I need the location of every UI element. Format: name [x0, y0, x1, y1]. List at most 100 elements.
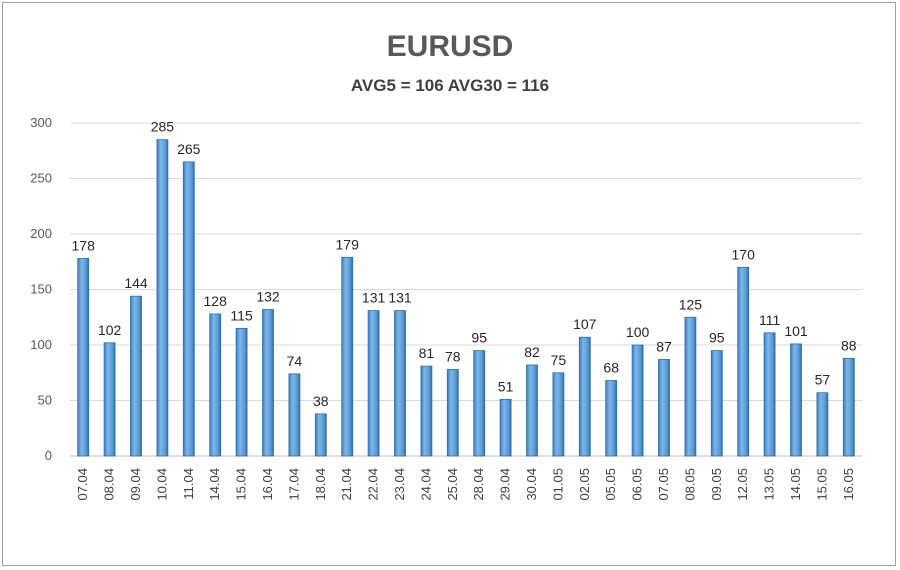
data-label: 38: [313, 393, 329, 409]
y-tick-label: 300: [30, 115, 52, 130]
x-tick-label: 29.04: [498, 468, 513, 501]
bar: [77, 258, 90, 457]
data-label: 78: [445, 348, 461, 364]
bar: [842, 357, 855, 457]
data-label: 100: [626, 324, 650, 340]
bar: [499, 398, 512, 457]
bar: [446, 369, 459, 457]
data-label: 131: [388, 290, 412, 306]
data-label: 111: [759, 312, 780, 328]
data-label: 131: [362, 290, 386, 306]
data-label: 170: [732, 246, 756, 262]
bar: [420, 365, 433, 457]
data-label: 128: [204, 293, 228, 309]
y-tick-label: 0: [45, 448, 52, 463]
x-tick-label: 07.04: [75, 468, 90, 501]
bar: [658, 359, 670, 457]
bar: [156, 139, 169, 457]
bar: [684, 316, 697, 457]
bar: [526, 364, 538, 457]
bar: [209, 313, 222, 457]
bar: [631, 344, 644, 457]
data-label: 102: [98, 322, 122, 338]
bar: [130, 295, 142, 457]
y-tick-label: 50: [38, 393, 52, 408]
data-label: 132: [256, 288, 280, 304]
y-tick-label: 100: [30, 337, 52, 352]
x-tick-label: 09.04: [128, 468, 143, 501]
bar: [763, 332, 776, 457]
y-tick-label: 150: [30, 282, 52, 297]
bar: [235, 327, 248, 457]
data-label: 74: [287, 353, 303, 369]
data-label: 82: [524, 344, 540, 360]
bars: [77, 139, 855, 457]
bar: [710, 350, 723, 457]
x-tick-label: 15.04: [234, 468, 249, 501]
bar: [394, 310, 406, 457]
data-label: 75: [551, 352, 567, 368]
x-tick-label: 07.05: [656, 468, 671, 501]
bar: [552, 372, 565, 457]
data-label: 178: [72, 237, 96, 253]
data-label: 95: [709, 330, 725, 346]
data-label: 115: [230, 307, 253, 323]
x-tick-label: 15.05: [814, 468, 829, 501]
data-label: 125: [679, 296, 703, 312]
x-tick-label: 17.04: [286, 468, 301, 501]
bar: [103, 342, 116, 457]
bar: [790, 343, 802, 457]
data-label: 285: [151, 119, 175, 135]
x-tick-label: 08.04: [102, 468, 117, 501]
x-tick-label: 16.05: [841, 468, 856, 501]
data-label: 51: [498, 378, 514, 394]
data-label: 81: [419, 345, 435, 361]
data-label: 88: [841, 337, 857, 353]
x-tick-label: 30.04: [524, 468, 539, 501]
x-tick-label: 24.04: [418, 468, 433, 501]
x-tick-label: 01.05: [550, 468, 565, 501]
data-label: 95: [471, 330, 487, 346]
x-tick-label: 05.05: [603, 468, 618, 501]
bar: [816, 392, 829, 457]
x-tick-label: 09.05: [709, 468, 724, 501]
data-label: 87: [656, 338, 672, 354]
y-tick-label: 250: [30, 171, 52, 186]
x-tick-label: 02.05: [577, 468, 592, 501]
bar: [341, 256, 354, 457]
x-tick-label: 06.05: [630, 468, 645, 501]
data-label: 144: [124, 275, 148, 291]
x-axis-ticks: 07.04 08.04 09.04 10.04 11.04 14.04 15.04 16.04…: [75, 468, 856, 501]
x-tick-label: 18.04: [313, 468, 328, 501]
x-tick-label: 16.04: [260, 468, 275, 501]
data-label: 101: [784, 323, 808, 339]
gridlines: [70, 122, 862, 457]
x-tick-label: 25.04: [445, 468, 460, 501]
data-label: 68: [603, 360, 619, 376]
data-label: 107: [573, 316, 597, 332]
x-tick-label: 12.05: [735, 468, 750, 501]
chart-title: EURUSD: [386, 30, 514, 63]
x-tick-label: 08.05: [682, 468, 697, 501]
x-tick-label: 11.04: [181, 468, 196, 500]
bar: [367, 310, 380, 457]
bar: [314, 413, 327, 457]
x-tick-label: 28.04: [471, 468, 486, 501]
bar: [737, 266, 750, 457]
data-label: 179: [336, 236, 360, 252]
y-axis-ticks: 0 50 100 150 200 250 300: [30, 115, 52, 463]
x-tick-label: 23.04: [392, 468, 407, 501]
bar: [473, 350, 486, 457]
data-label: 57: [815, 372, 831, 388]
chart-subtitle: AVG5 = 106 AVG30 = 116: [350, 76, 550, 95]
y-tick-label: 200: [30, 226, 52, 241]
bar: [288, 373, 301, 457]
x-tick-label: 14.05: [788, 468, 803, 501]
bar: [605, 380, 618, 457]
x-tick-label: 10.04: [154, 468, 169, 501]
x-tick-label: 13.05: [762, 468, 777, 501]
x-tick-label: 21.04: [339, 468, 354, 501]
data-label: 265: [177, 141, 201, 157]
